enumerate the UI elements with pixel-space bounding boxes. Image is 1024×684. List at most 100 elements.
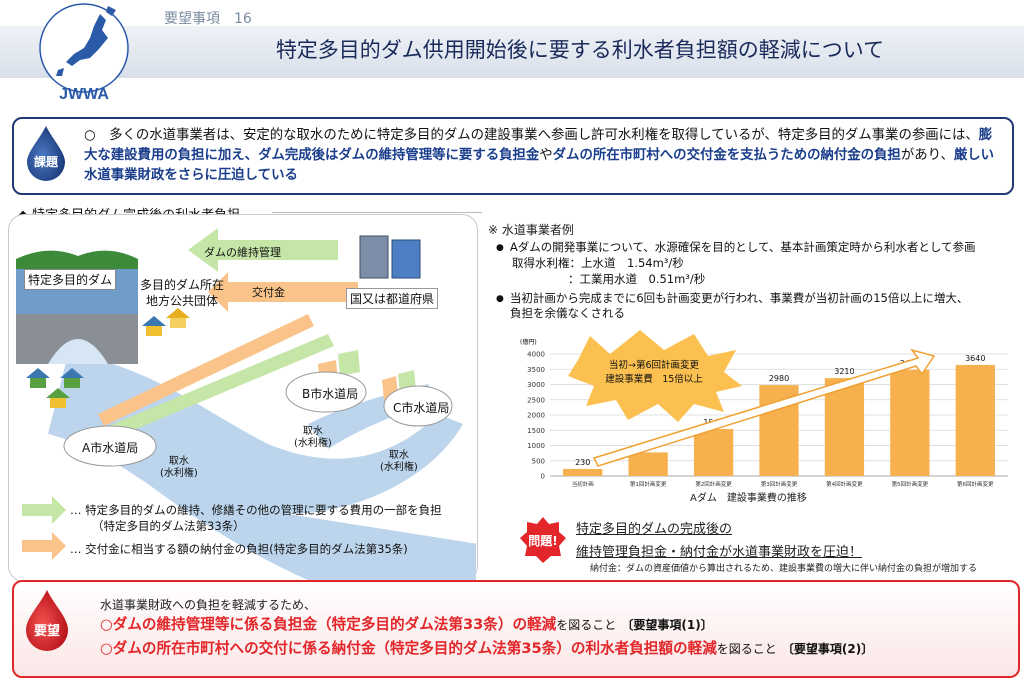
chart-ytick: 2000 <box>527 412 545 420</box>
chart-ytick: 2500 <box>527 396 545 404</box>
request-line2-suffix: を図ること <box>716 642 777 656</box>
trend-arrow <box>592 348 936 467</box>
footnote: 納付金：ダムの資産価値から算出されるため、建設事業費の増大に伴い納付金の負担が増… <box>590 564 978 574</box>
water-rights-1: 取得水利権：上水道 1.54m³/秒 <box>512 256 684 270</box>
issue-text-part: があり、 <box>900 148 954 163</box>
burst-line1: 当初→第6回計画変更 <box>609 359 700 371</box>
chart-xlabel: Aダム 建設事業費の推移 <box>690 493 807 504</box>
arrow-grant <box>208 272 358 312</box>
arrow-grant-label: 交付金 <box>252 286 285 299</box>
intake-a-1: 取水 <box>168 456 189 467</box>
dam-trees <box>16 250 138 269</box>
chart-ylabel: (億円) <box>520 338 537 346</box>
chart-ytick: 0 <box>541 473 545 481</box>
diagram-graphic <box>16 228 476 580</box>
chart-data-label: 230 <box>575 458 590 467</box>
b-bureau-shape <box>285 371 367 413</box>
house-icon <box>46 388 70 408</box>
example-heading: ※ 水道事業者例 <box>488 223 574 237</box>
chart-ytick: 500 <box>532 457 545 465</box>
intake-b: 取水 (水利権) <box>294 426 332 450</box>
intake-b-1: 取水 <box>302 426 323 437</box>
chart-xtick: 第1回計画変更 <box>630 480 667 488</box>
bullet2-text-cont: 負担を余儀なくされる <box>510 306 625 320</box>
legend-green-text: … 特定多目的ダムの維持、修繕その他の管理に要する費用の一部を負担 （特定多目的ダ… <box>70 502 442 534</box>
logo-abbr: JWWA <box>59 86 109 103</box>
problem-stamp-text: 問題! <box>528 534 557 548</box>
issue-text-part: ダムの所在市町村への交付金を支払うための納付金の負担 <box>552 148 901 163</box>
intake-b-2: (水利権) <box>294 438 332 449</box>
intake-c: 取水 (水利権) <box>380 450 418 474</box>
burst-line2: 建設事業費 15倍以上 <box>605 373 703 385</box>
request-line1: ○ダムの維持管理等に係る負担金（特定多目的ダム法第33条）の軽減を図ること 〔要… <box>100 613 713 634</box>
legend-green-2: （特定多目的ダム法第33条） <box>92 519 245 533</box>
issue-text-part: ○ 多くの水道事業者は、安定的な取水のために特定多目的ダムの建設事業へ参画し許可… <box>84 128 979 143</box>
local-gov-line2: 地方公共団体 <box>146 294 219 308</box>
chart-xtick: 第3回計画変更 <box>761 480 798 488</box>
chart-bar <box>955 364 995 476</box>
legend-orange-arrow <box>22 532 66 560</box>
house-icon <box>166 308 190 328</box>
house-icon <box>142 316 166 336</box>
issue-text-part: 厳しい水道事業財政をさらに圧迫している <box>84 148 995 183</box>
chart-data-label: 2980 <box>769 374 789 383</box>
chart-xtick: 第2回計画変更 <box>695 480 732 488</box>
c-bureau-label: C市水道局 <box>393 401 450 415</box>
legend-orange-text: … 交付金に相当する額の納付金の負担(特定多目的ダム法第35条) <box>70 542 408 556</box>
house-icon <box>60 368 84 388</box>
burst-shape <box>568 330 742 422</box>
chart-ytick: 1000 <box>527 442 545 450</box>
jwwa-logo: JWWA <box>39 3 129 103</box>
request-line1-suffix: を図ること <box>556 618 617 632</box>
legend-green-1: … 特定多目的ダムの維持、修繕その他の管理に要する費用の一部を負担 <box>70 503 442 517</box>
chart-xtick: 第6回計画変更 <box>957 480 994 488</box>
problem-stamp-icon: 問題! <box>520 517 566 563</box>
arrow-b-green <box>338 350 360 376</box>
issue-text-part: や <box>539 148 553 163</box>
request-intro: 水道事業財政への負担を軽減するため、 <box>100 598 317 612</box>
local-gov-line1: 多目的ダム所在 <box>140 278 225 292</box>
water-rights-2: ：工業用水道 0.51m³/秒 <box>568 272 706 286</box>
chart-bar <box>628 452 668 476</box>
house-icon <box>26 368 50 388</box>
building-icon <box>359 235 389 279</box>
divider <box>272 212 482 213</box>
chart-bar <box>890 369 930 476</box>
item-number: 要望事項 16 <box>164 11 252 27</box>
issue-text-part: 膨大な建設費用の負担に加え、ダム完成後はダムの維持管理等に要する負担金 <box>84 128 993 163</box>
chart-ytick: 4000 <box>527 351 545 359</box>
page-title: 特定多目的ダム供用開始後に要する利水者負担額の軽減について <box>275 38 885 62</box>
dam-spillway <box>48 339 108 364</box>
bullet-icon: ● <box>496 243 504 253</box>
issue-text: ○ 多くの水道事業者は、安定的な取水のために特定多目的ダムの建設事業へ参画し許可… <box>84 126 996 186</box>
issue-box <box>12 117 1014 195</box>
issue-drop-icon: 課題 <box>27 126 65 181</box>
issue-badge: 課題 <box>34 154 59 169</box>
chart-data-label: 3640 <box>965 354 985 363</box>
arrow-maintenance-label: ダムの維持管理 <box>204 246 281 259</box>
chart-ytick: 1500 <box>527 427 545 435</box>
request-drop-icon: 要望 <box>26 590 68 651</box>
problem-line2: 維持管理負担金・納付金が水道事業財政を圧迫！ <box>576 545 863 560</box>
chart-ytick: 3000 <box>527 381 545 389</box>
chart-bar <box>824 378 865 476</box>
intake-a: 取水 (水利権) <box>160 456 198 480</box>
c-bureau-shape <box>383 385 453 427</box>
chart-xtick: 当初計画 <box>572 480 594 488</box>
arrow-a-green <box>104 334 334 440</box>
header-band <box>0 26 1024 78</box>
b-bureau-label: B市水道局 <box>302 387 359 401</box>
request-line2: ○ダムの所在市町村への交付に係る納付金（特定多目的ダム法第35条）の利水者負担額… <box>100 637 873 658</box>
chart-ytick: 3500 <box>527 366 545 374</box>
national-label: 国又は都道府県 <box>346 288 439 309</box>
bar-chart: (億円) 0 500 1000 1500 2000 2500 3000 3500 4000 230 当… <box>520 330 1008 488</box>
intake-a-2: (水利権) <box>160 468 198 479</box>
example-bullet2: ● 当初計画から完成までに6回も計画変更が行われ、事業費が当初計画の15倍以上に増… <box>496 290 968 307</box>
bullet1-text: Aダムの開発事業について、水源確保を目的として、基本計画策定時から利水者として参… <box>509 240 976 254</box>
building-icon <box>391 239 421 279</box>
request-line2-tag: 〔要望事項(2)〕 <box>781 642 874 656</box>
bullet-icon: ● <box>496 294 504 304</box>
chart-xtick: 第4回計画変更 <box>826 480 863 488</box>
dam-label: 特定多目的ダム <box>24 269 117 290</box>
chart-xtick: 第5回計画変更 <box>892 480 929 488</box>
